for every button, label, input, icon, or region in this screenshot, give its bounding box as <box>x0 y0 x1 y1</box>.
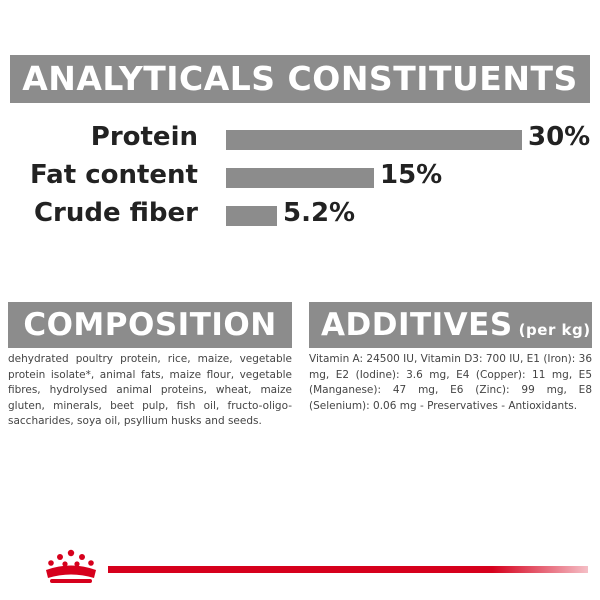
nutrient-row-fat: Fat content 15% <box>0 158 600 192</box>
additives-banner: ADDITIVES (per kg) <box>309 302 592 348</box>
analytical-constituents-title: ANALYTICALS CONSTITUENTS <box>22 59 578 98</box>
additives-title: ADDITIVES <box>321 307 513 343</box>
nutrient-row-protein: Protein 30% <box>0 120 600 154</box>
composition-text: dehydrated poultry protein, rice, maize,… <box>8 353 292 427</box>
nutrient-percent: 5.2% <box>283 198 356 228</box>
additives-unit: (per kg) <box>518 321 591 339</box>
analytical-constituents-banner: ANALYTICALS CONSTITUENTS <box>10 55 590 103</box>
nutrient-label: Protein <box>90 122 198 152</box>
nutrient-bar <box>226 168 374 188</box>
composition-title: COMPOSITION <box>23 307 277 343</box>
nutrient-label: Fat content <box>29 160 198 190</box>
nutrient-row-fiber: Crude fiber 5.2% <box>0 196 600 230</box>
nutrient-bar <box>226 130 522 150</box>
additives-text: Vitamin A: 24500 IU, Vitamin D3: 700 IU,… <box>309 353 593 412</box>
nutrient-label: Crude fiber <box>33 198 198 228</box>
nutrient-bar <box>226 206 277 226</box>
composition-banner: COMPOSITION <box>8 302 292 348</box>
crown-logo-icon <box>46 549 96 583</box>
nutrient-percent: 15% <box>380 160 443 190</box>
footer-red-line <box>108 566 588 573</box>
nutrient-percent: 30% <box>528 122 591 152</box>
